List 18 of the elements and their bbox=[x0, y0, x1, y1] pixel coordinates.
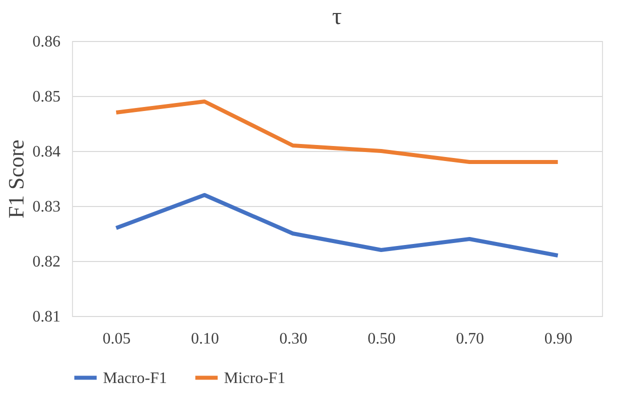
x-tick-label: 0.90 bbox=[544, 330, 572, 348]
y-tick-label: 0.85 bbox=[32, 88, 60, 106]
legend-label: Macro-F1 bbox=[103, 370, 167, 387]
y-tick-label: 0.83 bbox=[32, 198, 60, 216]
x-tick-label: 0.05 bbox=[102, 330, 131, 348]
x-tick-label: 0.10 bbox=[191, 330, 219, 348]
x-tick-label: 0.70 bbox=[456, 330, 484, 348]
y-tick-label: 0.81 bbox=[32, 308, 60, 326]
y-tick-label: 0.86 bbox=[32, 34, 60, 50]
chart-title: τ bbox=[332, 4, 342, 30]
line-series bbox=[114, 100, 560, 164]
y-axis-title: F1 Score bbox=[4, 140, 28, 218]
y-tick-label: 0.84 bbox=[32, 144, 60, 160]
y-tick-label: 0.82 bbox=[32, 254, 60, 270]
x-tick-label: 0.50 bbox=[368, 330, 396, 348]
x-tick-label: 0.30 bbox=[279, 330, 308, 348]
legend-label: Micro-F1 bbox=[224, 370, 286, 387]
line-series bbox=[114, 193, 560, 258]
